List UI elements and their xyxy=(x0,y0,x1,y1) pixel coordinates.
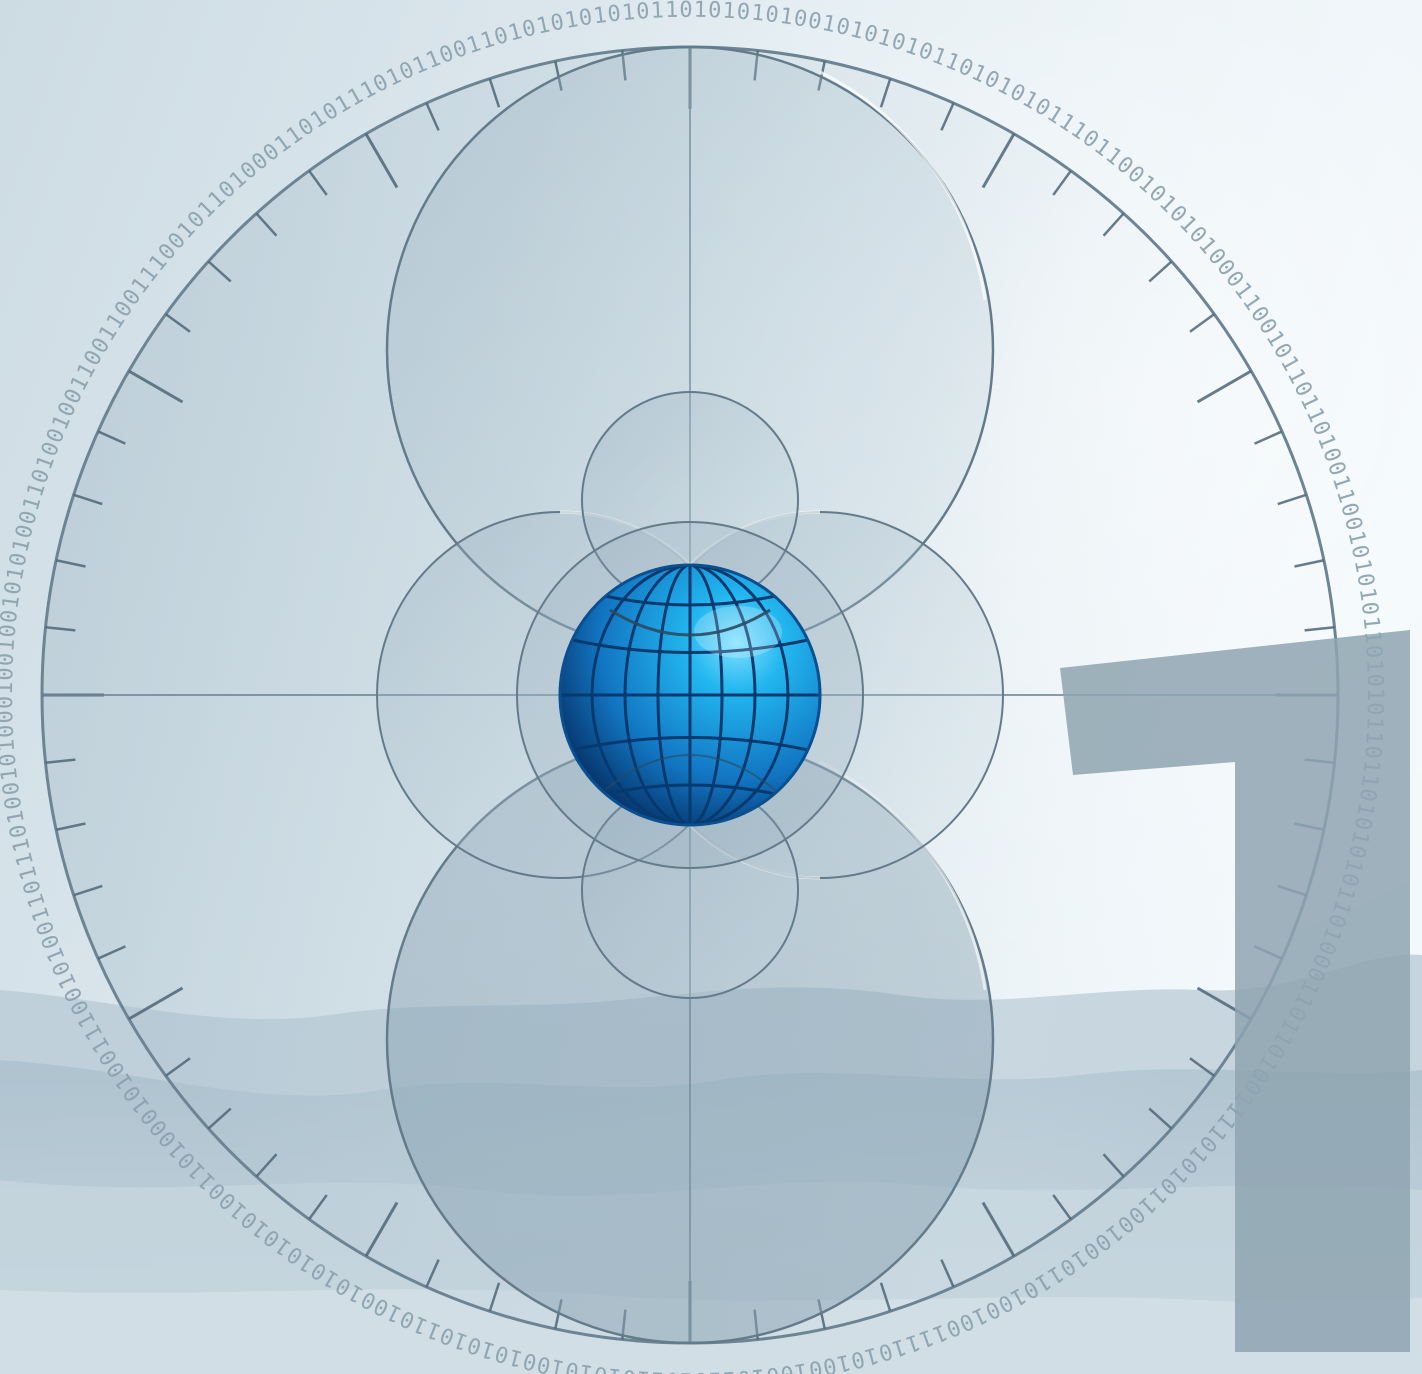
dial-minor-tick xyxy=(940,102,955,131)
upper-lens-highlight xyxy=(819,70,987,301)
dial-major-tick xyxy=(981,133,1016,189)
globe-icon xyxy=(558,563,822,827)
dial-major-tick xyxy=(364,133,399,189)
dial-minor-tick xyxy=(45,626,76,632)
dial-minor-tick xyxy=(1102,1153,1125,1178)
dial-minor-tick xyxy=(73,884,103,897)
dial-minor-tick xyxy=(55,559,86,568)
dial-minor-tick xyxy=(207,1107,232,1130)
dial-minor-tick xyxy=(488,78,501,108)
dial-minor-tick xyxy=(255,1153,278,1178)
dial-major-tick xyxy=(981,1201,1016,1257)
dial-minor-tick xyxy=(1189,1057,1215,1077)
dial-minor-tick xyxy=(165,1057,191,1077)
dial-minor-tick xyxy=(1277,493,1307,506)
dial-major-tick xyxy=(364,1201,399,1257)
dial-minor-tick xyxy=(308,170,328,196)
dial-minor-tick xyxy=(425,1259,440,1288)
dial-minor-tick xyxy=(940,1259,955,1288)
dial-minor-tick xyxy=(73,493,103,506)
dial-minor-tick xyxy=(1052,170,1072,196)
dial-minor-tick xyxy=(425,102,440,131)
dial-minor-tick xyxy=(879,1282,892,1312)
dial-minor-tick xyxy=(308,1194,328,1220)
dial-minor-tick xyxy=(207,260,232,283)
dial-minor-tick xyxy=(488,1282,501,1312)
dial-minor-tick xyxy=(1189,313,1215,333)
dial-major-tick xyxy=(128,369,184,404)
dial-minor-tick xyxy=(97,945,126,960)
dial-minor-tick xyxy=(1294,559,1325,568)
dial-major-tick xyxy=(1196,369,1252,404)
dial-major-tick xyxy=(128,986,184,1021)
dial-minor-tick xyxy=(1148,260,1173,283)
dial-minor-tick xyxy=(1254,430,1283,445)
dial-minor-tick xyxy=(45,758,76,764)
numeral-one xyxy=(1060,630,1410,1352)
dial-minor-tick xyxy=(97,430,126,445)
dial-minor-tick xyxy=(55,822,86,831)
dial-minor-tick xyxy=(1102,212,1125,237)
dial-minor-tick xyxy=(1052,1194,1072,1220)
dial-minor-tick xyxy=(879,78,892,108)
dial-minor-tick xyxy=(165,313,191,333)
dial-minor-tick xyxy=(255,212,278,237)
dial-minor-tick xyxy=(1304,626,1335,632)
dial-minor-tick xyxy=(1148,1107,1173,1130)
